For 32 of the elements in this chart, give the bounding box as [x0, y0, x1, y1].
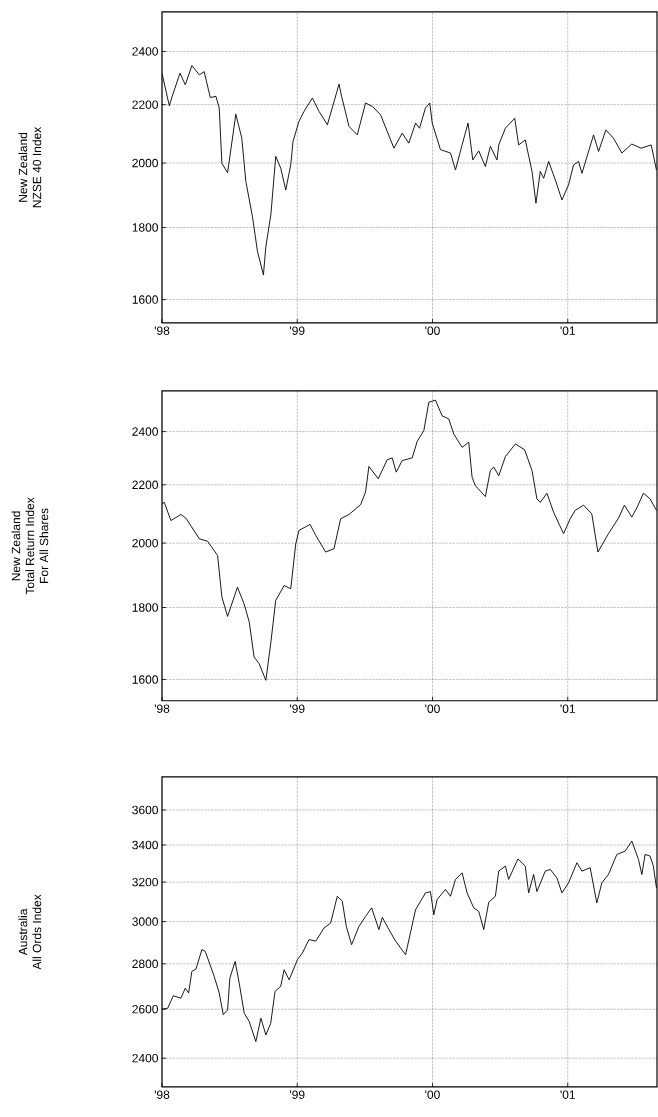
y-tick-label: 2000 — [132, 538, 158, 548]
x-tick-label: '01 — [560, 1090, 575, 1099]
x-tick-label: '99 — [290, 1090, 305, 1099]
x-tick-label: '00 — [425, 704, 440, 713]
x-tick-label: '00 — [425, 326, 440, 335]
y-tick-label: 2000 — [132, 158, 158, 168]
x-tick-label: '98 — [154, 704, 170, 713]
y-tick-label: 2200 — [132, 480, 158, 490]
x-tick-label: '98 — [154, 326, 170, 335]
y-tick-label: 3600 — [132, 805, 158, 815]
y-tick-label: 3200 — [132, 877, 158, 887]
x-tick-label: '00 — [425, 1090, 440, 1099]
x-tick-label: '99 — [290, 704, 305, 713]
y-tick-label: 3400 — [132, 840, 158, 850]
y-tick-label: 1800 — [132, 603, 158, 612]
x-tick-label: '01 — [560, 704, 575, 713]
y-tick-label: 2800 — [132, 959, 158, 969]
x-tick-label: '98 — [154, 1090, 170, 1099]
y-axis-title: Australia All Ords Index — [18, 894, 42, 970]
y-tick-label: 1600 — [132, 675, 158, 684]
y-tick-label: 1600 — [132, 295, 158, 304]
y-tick-label: 3000 — [132, 917, 158, 926]
y-tick-label: 2400 — [132, 47, 158, 56]
x-tick-label: '99 — [290, 326, 305, 335]
y-tick-label: 1800 — [132, 223, 158, 232]
y-tick-label: 2600 — [132, 1004, 158, 1014]
y-axis-title: New Zealand Total Return Index For All Shares — [11, 497, 49, 595]
y-axis-title: New Zealand NZSE 40 Index — [18, 126, 42, 208]
x-tick-label: '01 — [560, 326, 575, 335]
y-tick-label: 2400 — [132, 427, 158, 436]
y-tick-label: 2200 — [132, 100, 158, 109]
y-tick-label: 2400 — [132, 1053, 158, 1063]
